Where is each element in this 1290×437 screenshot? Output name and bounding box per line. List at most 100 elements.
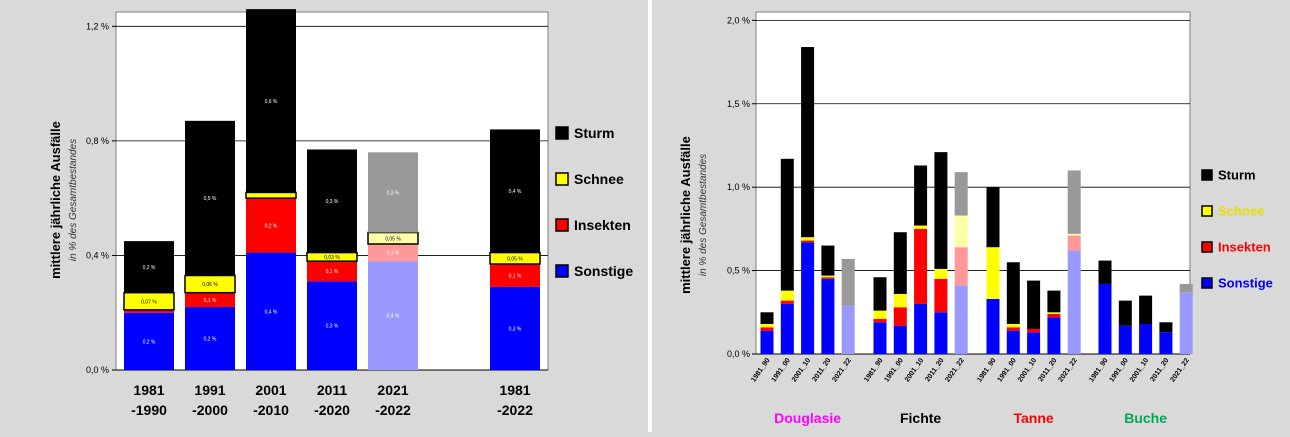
bar-buche-sturm (1139, 295, 1153, 324)
bar-sturm (368, 152, 418, 233)
bar-tanne-schnee (1067, 233, 1081, 236)
x-tick-label: -2022 (497, 402, 533, 418)
group-label-tanne: Tanne (1013, 410, 1053, 426)
bar-fichte-sonstige (893, 325, 907, 354)
bar-douglasie-sonstige (760, 330, 774, 354)
data-label-sonstige: 0,3 % (509, 326, 522, 332)
bar-schnee (245, 191, 297, 199)
y-axis-label: mittlere jährliche Ausfälle (678, 136, 693, 294)
x-tick-label: -1990 (131, 402, 167, 418)
bar-douglasie-sturm (801, 47, 815, 238)
data-label-sonstige: 0,4 % (387, 314, 400, 320)
y-axis-label: mittlere jährliche Ausfälle (48, 121, 63, 279)
x-tick-label: 1991 (194, 382, 225, 398)
bar-fichte-sonstige (873, 322, 887, 354)
bar-tanne-schnee (1006, 323, 1020, 328)
x-tick-label: -2010 (253, 402, 289, 418)
bar-fichte-insekten (934, 278, 948, 313)
legend-label-insekten: Insekten (1218, 240, 1271, 255)
data-label-sturm: 0,3 % (387, 190, 400, 196)
bar-sturm (124, 241, 174, 293)
group-label-douglasie: Douglasie (774, 410, 841, 426)
chart-species-panel: 0,0 % 0,5 % 1,0 % 1,5 % 2,0 % 1981_90 1991_00 2… (652, 0, 1290, 432)
data-label-schnee: 0,05 % (507, 256, 523, 262)
y-tick-label: 1,5 % (727, 99, 750, 109)
legend-label-schnee: Schnee (1218, 204, 1264, 219)
legend-swatch-schnee (1201, 205, 1213, 217)
bar-tanne-sonstige (986, 298, 1000, 354)
legend-label-sonstige: Sonstige (1218, 276, 1273, 291)
data-label-sturm: 0,4 % (509, 189, 522, 195)
group-label-fichte: Fichte (900, 410, 941, 426)
data-label-insekten: 0,1 % (204, 298, 217, 304)
bar-douglasie-insekten (780, 300, 794, 304)
bar-fichte-sturm (934, 152, 948, 269)
x-tick-label: 2021 (377, 382, 408, 398)
bar-buche-sturm (1179, 283, 1193, 293)
bar-insekten (246, 198, 296, 253)
bar-insekten (124, 309, 174, 313)
bar-buche-sonstige (1098, 283, 1112, 354)
bar-douglasie-sturm (841, 258, 855, 306)
panel-divider (648, 0, 652, 432)
bar-fichte-sonstige (954, 285, 968, 354)
bar-schnee (306, 251, 358, 262)
chart-total: 0,0 % 0,4 % 0,8 % 1,2 % 0,2 % 0,07 % 0,2 % 1981… (0, 0, 648, 432)
y-tick-label: 0,0 % (727, 349, 750, 359)
bar-douglasie-insekten (821, 277, 835, 279)
bar-tanne-schnee (1047, 312, 1061, 314)
bar-fichte-schnee (873, 310, 887, 319)
bar-fichte-sturm (954, 172, 968, 216)
y-tick-label: 1,0 % (727, 182, 750, 192)
data-label-sonstige: 0,4 % (265, 309, 278, 315)
y-tick-label: 0,0 % (86, 365, 109, 375)
bar-tanne-sonstige (1027, 332, 1041, 354)
y-tick-label: 2,0 % (727, 15, 750, 25)
legend-label-schnee: Schnee (574, 171, 624, 187)
bar-buche-sturm (1098, 260, 1112, 284)
bar-insekten (307, 261, 357, 282)
y-axis-sublabel: in % des Gesamtbestandes (68, 139, 79, 261)
bar-insekten (185, 292, 235, 307)
chart-total-panel: 0,0 % 0,4 % 0,8 % 1,2 % 0,2 % 0,07 % 0,2 % 1981… (0, 0, 648, 432)
bar-tanne-sturm (1067, 170, 1081, 234)
bar-fichte-sturm (914, 165, 928, 226)
bar-douglasie-sturm (821, 245, 835, 276)
bar-fichte-sonstige (934, 312, 948, 354)
bar-buche-sturm (1159, 322, 1173, 333)
data-label-schnee: 0,06 % (202, 282, 218, 288)
bar-buche-sonstige (1139, 323, 1153, 354)
data-label-sturm: 0,6 % (265, 99, 278, 105)
bar-insekten (490, 264, 540, 287)
data-label-sturm: 0,5 % (204, 196, 217, 202)
bar-tanne-sonstige (1047, 317, 1061, 354)
data-label-insekten: 0,2 % (265, 223, 278, 229)
data-label-sturm: 0,3 % (326, 199, 339, 205)
legend-label-sturm: Sturm (574, 125, 614, 141)
bar-douglasie-insekten (801, 240, 815, 243)
bar-sonstige (307, 281, 357, 370)
bar-douglasie-schnee (780, 290, 794, 301)
chart-species: 0,0 %0,5 %1,0 %1,5 %2,0 %1981_901991_002… (652, 0, 1290, 432)
x-tick-label: 2001 (255, 382, 286, 398)
bar-fichte-insekten (893, 307, 907, 326)
legend-swatch-insekten (555, 218, 569, 232)
data-label-insekten: 0,1 % (326, 269, 339, 275)
data-label-sonstige: 0,2 % (143, 339, 156, 345)
legend-label-sonstige: Sonstige (574, 263, 633, 279)
legend-swatch-sturm (555, 126, 569, 140)
x-tick-label: -2022 (375, 402, 411, 418)
bar-douglasie-schnee (821, 275, 835, 278)
bar-sturm (307, 149, 357, 253)
bar-schnee (489, 251, 541, 265)
bar-tanne-sonstige (1067, 250, 1081, 354)
data-label-sturm: 0,2 % (143, 265, 156, 271)
bar-tanne-insekten (1047, 313, 1061, 318)
bar-tanne-insekten (1027, 328, 1041, 333)
bar-douglasie-schnee (760, 323, 774, 328)
data-label-insekten: 0,1 % (387, 251, 400, 257)
bar-douglasie-schnee (801, 237, 815, 241)
bar-tanne-sturm (1047, 290, 1061, 313)
bar-tanne-sturm (1027, 280, 1041, 329)
y-tick-label: 0,5 % (727, 266, 750, 276)
